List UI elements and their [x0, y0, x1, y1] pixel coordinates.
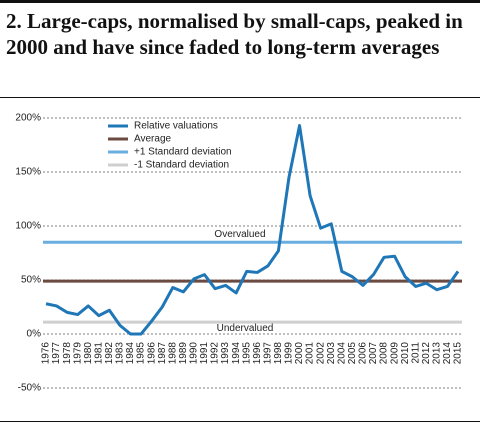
x-tick-label: 1988 [167, 342, 178, 365]
x-tick-label: 1978 [62, 342, 73, 365]
y-tick-label: 50% [21, 275, 41, 286]
x-tick-label: 1980 [83, 342, 94, 365]
legend-label: +1 Standard deviation [134, 147, 232, 158]
x-tick-label: 2013 [432, 342, 443, 365]
title-rule [0, 97, 480, 98]
x-tick-label: 2007 [368, 342, 379, 365]
x-tick-label: 2000 [294, 342, 305, 365]
x-tick-label: 1983 [115, 342, 126, 365]
x-tick-label: 2012 [421, 342, 432, 365]
legend-label: Average [134, 134, 172, 145]
y-tick-label: -50% [18, 383, 41, 394]
x-tick-label: 1999 [284, 342, 295, 365]
x-tick-label: 1976 [41, 342, 52, 365]
chart-title: 2. Large-caps, normalised by small-caps,… [6, 9, 463, 59]
x-tick-label: 2005 [347, 342, 358, 365]
x-tick-label: 1981 [93, 342, 104, 365]
x-tick-label: 1994 [231, 342, 242, 365]
x-tick-label: 1995 [241, 342, 252, 365]
x-tick-label: 2003 [326, 342, 337, 365]
y-tick-label: 150% [15, 167, 41, 178]
x-tick-label: 1989 [178, 342, 189, 365]
x-tick-label: 2010 [400, 342, 411, 365]
y-tick-label: 100% [15, 221, 41, 232]
x-tick-label: 1985 [136, 342, 147, 365]
x-tick-label: 1993 [220, 342, 231, 365]
annotation: Overvalued [214, 229, 265, 240]
x-tick-label: 2001 [305, 342, 316, 365]
annotation: Undervalued [217, 323, 274, 334]
x-tick-label: 2009 [389, 342, 400, 365]
top-rule [0, 0, 480, 3]
x-tick-label: 1998 [273, 342, 284, 365]
x-tick-label: 1986 [146, 342, 157, 365]
legend-label: Relative valuations [134, 121, 218, 132]
x-tick-label: 1996 [252, 342, 263, 365]
x-tick-label: 1984 [125, 342, 136, 365]
x-tick-label: 1992 [210, 342, 221, 365]
x-tick-label: 2004 [336, 342, 347, 365]
x-tick-label: 2008 [379, 342, 390, 365]
x-tick-label: 1977 [51, 342, 62, 365]
x-tick-label: 2006 [358, 342, 369, 365]
x-tick-label: 1982 [104, 342, 115, 365]
legend-label: -1 Standard deviation [134, 160, 229, 171]
x-tick-label: 2015 [453, 342, 464, 365]
y-tick-label: 200% [15, 113, 41, 124]
x-tick-label: 2002 [315, 342, 326, 365]
x-tick-label: 1991 [199, 342, 210, 365]
y-tick-label: 0% [27, 329, 42, 340]
bottom-rule [0, 421, 480, 422]
x-tick-label: 1997 [262, 342, 273, 365]
series-line [45, 124, 460, 336]
x-tick-label: 1987 [157, 342, 168, 365]
x-tick-label: 1979 [72, 342, 83, 365]
x-tick-label: 2011 [410, 342, 421, 364]
x-tick-label: 2014 [442, 342, 453, 365]
x-tick-label: 1990 [189, 342, 200, 365]
